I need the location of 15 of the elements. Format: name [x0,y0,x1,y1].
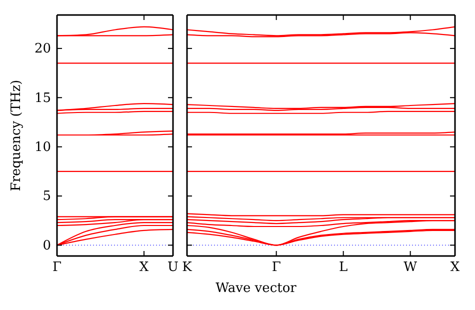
y-tick-label: 20 [34,42,51,57]
x-tick-label: X [450,260,460,276]
x-tick-label: K [182,260,192,276]
y-tick-label: 5 [42,189,51,204]
x-tick-label: L [339,260,348,276]
y-tick-label: 10 [34,140,51,155]
x-tick-label: U [168,260,179,276]
y-axis-title: Frequency (THz) [9,80,24,192]
y-tick-label: 15 [34,90,51,106]
y-tick-label: 0 [42,238,51,254]
x-tick-label: X [139,260,150,276]
x-tick-label: W [404,260,418,276]
x-axis-title: Wave vector [216,281,298,296]
x-tick-label: Γ [272,260,281,276]
x-tick-label: Γ [52,260,62,276]
